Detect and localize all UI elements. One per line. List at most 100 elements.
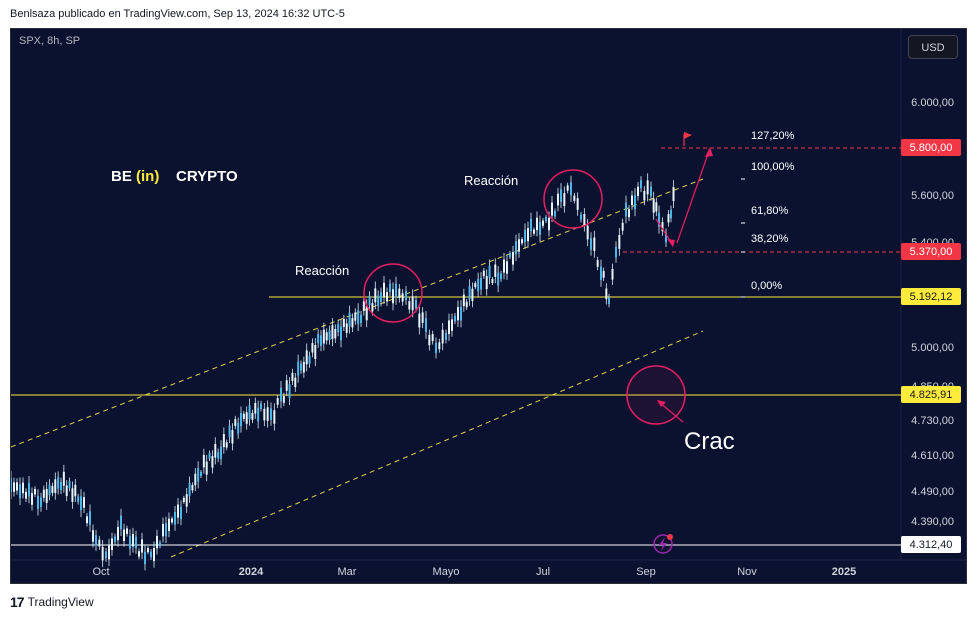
candle-body (257, 407, 260, 422)
candle-body (457, 307, 459, 321)
candle-body (542, 220, 544, 226)
candle-body (225, 442, 228, 448)
candle-body (348, 312, 351, 327)
candle-body (570, 182, 572, 196)
candle-body (325, 332, 328, 341)
candle-body (600, 266, 602, 281)
time-tick: Sep (636, 566, 656, 578)
candle-body (580, 214, 582, 220)
candle-body (144, 551, 146, 565)
candle-body (539, 221, 541, 236)
candle-body (123, 529, 125, 542)
price-axis[interactable]: 6.000,00 5.600,00 5.400,00 5.000,00 4.85… (911, 97, 954, 528)
candle-body (297, 361, 300, 376)
price-chart[interactable]: 127,20% 100,00% 61,80% 38,20% 0,00% Reac… (11, 29, 967, 584)
candle-body (383, 282, 385, 297)
candle-body (280, 387, 282, 402)
candle-body (365, 306, 368, 321)
candle-body (77, 496, 80, 502)
candle-body (428, 334, 431, 346)
price-tag-5370: 5.370,00 (901, 243, 961, 260)
candle-body (80, 496, 82, 511)
symbol-label[interactable]: SPX, 8h, SP (19, 35, 81, 47)
candle-body (494, 264, 497, 277)
candle-body (276, 397, 279, 405)
candle-body (211, 456, 214, 468)
candle-body (560, 189, 562, 202)
candle-body (132, 534, 134, 547)
candle-body (334, 329, 337, 339)
candle-body (357, 310, 360, 325)
candle-body (288, 384, 291, 399)
candle-body (305, 350, 308, 365)
price-tick: 4.730,00 (911, 415, 954, 427)
candle-body (31, 493, 33, 505)
candle-body (153, 548, 155, 562)
candle-body (650, 186, 652, 196)
candle-body (37, 495, 39, 509)
candle-body (331, 325, 334, 340)
candle-body (468, 285, 471, 300)
svg-text:5.370,00: 5.370,00 (910, 246, 953, 258)
candle-body (317, 333, 320, 344)
candle-body (563, 193, 566, 207)
candle-body (141, 539, 143, 553)
candle-body (628, 209, 630, 218)
candle-body (228, 425, 231, 438)
reaction-circle-2 (543, 169, 603, 229)
candle-body (435, 342, 437, 354)
time-tick: 2024 (239, 566, 264, 578)
candle-body (670, 209, 672, 219)
candle-body (643, 190, 646, 201)
candle-body (308, 355, 311, 364)
candle-body (71, 488, 74, 502)
candle-body (488, 265, 491, 279)
projection-arrow-up (676, 150, 710, 244)
candle-body (22, 482, 24, 494)
chart-panel[interactable]: 127,20% 100,00% 61,80% 38,20% 0,00% Reac… (10, 28, 967, 584)
price-tick: 5.600,00 (911, 190, 954, 202)
candle-body (506, 261, 508, 274)
candle-body (156, 535, 158, 549)
candle-body (19, 484, 21, 499)
candle-body (92, 530, 94, 542)
crac-circle (626, 365, 686, 425)
candle-body (95, 535, 97, 546)
currency-button[interactable]: USD (908, 35, 958, 59)
candle-body (74, 484, 77, 497)
candle-body (425, 318, 427, 332)
candle-body (465, 301, 468, 308)
candle-body (205, 461, 208, 475)
time-axis[interactable]: Oct 2024 Mar Mayo Jul Sep Nov 2025 (92, 566, 856, 578)
candle-body (11, 478, 12, 492)
reaction-label-1: Reacción (295, 263, 349, 278)
candle-body (311, 343, 314, 353)
price-tag-5192: 5.192,12 (901, 288, 961, 305)
candle-body (351, 318, 354, 328)
candle-body (328, 330, 331, 340)
candle-body (208, 453, 211, 459)
svg-text:(in): (in) (136, 168, 159, 185)
candle-body (661, 221, 664, 232)
candle-body (191, 485, 194, 491)
candle-body (631, 195, 633, 206)
candle-body (515, 241, 517, 255)
time-tick: Oct (92, 566, 109, 578)
event-lightning-icon[interactable] (653, 534, 673, 554)
candle-body (530, 218, 532, 232)
candle-body (45, 489, 48, 503)
candle-body (596, 260, 599, 267)
candle-body (34, 488, 36, 495)
candle-body (405, 290, 407, 301)
candle-body (605, 288, 608, 300)
candle-body (83, 497, 85, 508)
candle-body (188, 483, 191, 497)
candle-body (138, 551, 140, 557)
footer-brand[interactable]: 17 TradingView (10, 594, 94, 610)
candle-body (389, 283, 391, 292)
candle-body (652, 198, 655, 213)
candle-body (220, 446, 222, 459)
candle-body (482, 270, 485, 277)
candle-body (500, 273, 502, 280)
svg-text:CRYPTO: CRYPTO (176, 168, 238, 185)
